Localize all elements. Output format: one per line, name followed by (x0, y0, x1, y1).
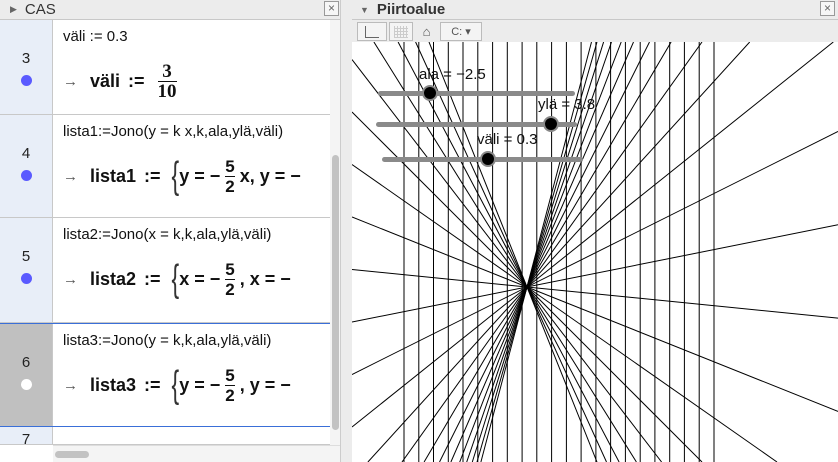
line-y-kx[interactable] (423, 42, 672, 462)
graphics-view[interactable]: ala = −2.5 ylä = 3.8 väli = 0.3 (352, 42, 838, 462)
brace: { (171, 257, 179, 300)
line-y-kx[interactable] (471, 42, 605, 462)
arrow-icon: → (63, 376, 78, 394)
cas-close-button[interactable]: × (324, 1, 339, 16)
line-y-kx[interactable] (480, 42, 592, 462)
scroll-thumb[interactable] (332, 155, 339, 430)
line-y-kx[interactable] (352, 224, 838, 323)
axes-toggle-button[interactable] (357, 22, 387, 41)
line-y-kx[interactable] (352, 164, 778, 462)
axes-icon (365, 25, 379, 38)
grid-icon (394, 25, 408, 38)
row-number[interactable]: 3 (0, 20, 53, 114)
plot-canvas[interactable] (352, 42, 838, 462)
line-y-kx[interactable] (466, 42, 612, 462)
output-name: lista2 (90, 268, 137, 289)
cas-input[interactable]: lista2:=Jono(x = k,k,ala,ylä,väli) (63, 226, 272, 243)
fraction: 3 10 (157, 60, 177, 102)
output-name: lista3 (90, 374, 137, 395)
line-y-kx[interactable] (428, 42, 598, 462)
slider-label: väli = 0.3 (477, 131, 538, 148)
line-y-kx[interactable] (450, 42, 634, 462)
line-y-kx[interactable] (415, 42, 607, 462)
home-icon: ⌂ (422, 24, 431, 39)
slider-label: ala = −2.5 (419, 66, 486, 83)
cas-row[interactable]: 4 lista1:=Jono(y = k x,k,ala,ylä,väli) → … (0, 115, 330, 218)
graphics-title: Piirtoalue (376, 1, 446, 18)
arrow-icon: → (63, 167, 78, 185)
line-y-kx[interactable] (397, 42, 620, 462)
cas-row[interactable]: 5 lista2:=Jono(x = k,k,ala,ylä,väli) → li… (0, 218, 330, 323)
panel-divider[interactable] (340, 0, 352, 462)
scroll-thumb[interactable] (55, 451, 89, 458)
line-y-kx[interactable] (352, 216, 838, 412)
slider-knob[interactable] (543, 116, 559, 132)
style-dropdown[interactable]: C: ▾ (440, 22, 482, 41)
line-y-kx[interactable] (476, 42, 598, 462)
row-number[interactable]: 4 (0, 115, 53, 217)
grid-toggle-button[interactable] (389, 22, 413, 41)
arrow-icon: → (63, 72, 78, 90)
slider-label: ylä = 3.8 (538, 96, 596, 113)
slider-track[interactable] (378, 91, 575, 96)
visible-toggle-icon[interactable] (21, 75, 32, 86)
cas-row[interactable]: 7 (0, 427, 330, 448)
brace: { (171, 363, 179, 406)
graphics-close-button[interactable]: × (820, 1, 835, 16)
slider-track[interactable] (376, 122, 577, 127)
cas-input[interactable]: lista3:=Jono(y = k,k,ala,ylä,väli) (63, 332, 272, 349)
collapse-triangle-icon[interactable]: ▼ (360, 4, 369, 15)
cas-row[interactable]: 3 väli := 0.3 → väli := 3 10 (0, 20, 330, 115)
collapse-triangle-icon[interactable]: ▶ (10, 4, 17, 14)
output-name: väli (90, 70, 121, 91)
cas-title: CAS (24, 1, 56, 18)
graphics-header: ▼ Piirtoalue (352, 0, 838, 20)
home-button[interactable]: ⌂ (418, 22, 435, 41)
line-y-kx[interactable] (401, 42, 703, 462)
line-y-kx[interactable] (459, 42, 622, 462)
output-name: lista1 (90, 165, 137, 186)
line-y-kx[interactable] (352, 269, 838, 319)
slider-knob[interactable] (480, 151, 496, 167)
cas-input[interactable]: lista1:=Jono(y = k x,k,ala,ylä,väli) (63, 123, 284, 140)
arrow-icon: → (63, 270, 78, 288)
visible-toggle-icon[interactable] (21, 170, 32, 181)
vertical-scrollbar[interactable] (330, 20, 340, 445)
row-number[interactable]: 5 (0, 218, 53, 322)
line-y-kx[interactable] (352, 131, 838, 375)
slider-knob[interactable] (422, 85, 438, 101)
cas-row[interactable]: 6 lista3:=Jono(y = k,k,ala,ylä,väli) → li… (0, 323, 330, 427)
line-y-kx[interactable] (352, 59, 662, 462)
hidden-toggle-icon[interactable] (21, 379, 32, 390)
line-y-kx[interactable] (367, 42, 751, 462)
brace: { (171, 154, 179, 197)
cas-header: ▶ CAS (0, 0, 340, 20)
line-y-kx[interactable] (439, 42, 650, 462)
line-y-kx[interactable] (373, 42, 637, 462)
row-number[interactable]: 7 (0, 427, 53, 448)
cas-input[interactable]: väli := 0.3 (63, 28, 128, 45)
horizontal-scrollbar[interactable] (53, 445, 340, 462)
row-number[interactable]: 6 (0, 324, 53, 426)
cas-output: → väli := 3 10 (63, 60, 177, 102)
line-y-kx[interactable] (352, 42, 834, 428)
visible-toggle-icon[interactable] (21, 273, 32, 284)
cas-view: 3 väli := 0.3 → väli := 3 10 4 lista1:=Jono… (0, 20, 340, 462)
